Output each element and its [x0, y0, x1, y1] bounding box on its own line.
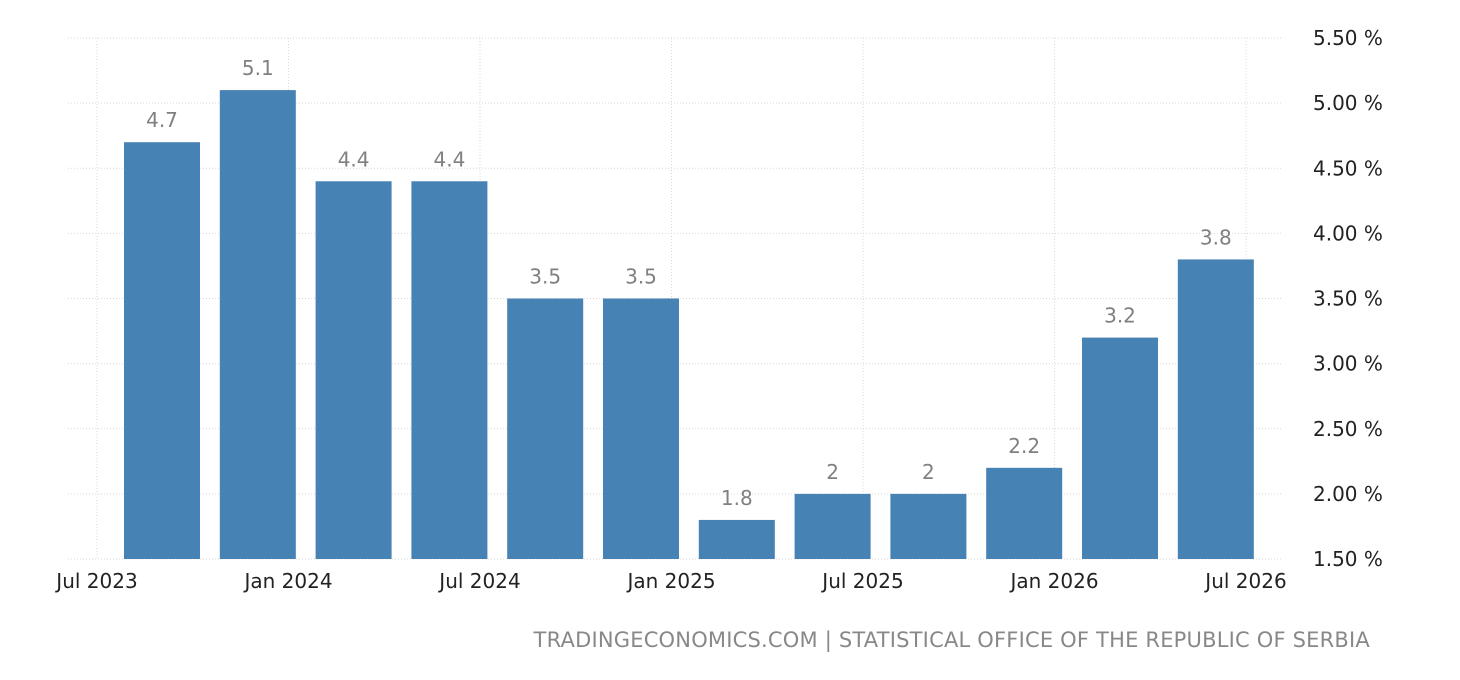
- x-tick-label: Jul 2026: [1203, 569, 1286, 593]
- bar-value-label: 3.5: [625, 265, 657, 289]
- bar: [890, 493, 967, 559]
- bar: [794, 493, 871, 559]
- x-tick-label: Jul 2024: [437, 569, 520, 593]
- x-tick-label: Jul 2025: [820, 569, 903, 593]
- y-axis-ticks: 5.50 % 5.00 % 4.50 % 4.00 % 3.50 % 3.00 % 2.50…: [1313, 26, 1383, 571]
- bar-value-label: 4.4: [433, 147, 465, 171]
- bar-value-label: 4.4: [338, 147, 370, 171]
- bars: [124, 90, 1254, 559]
- bar-value-label: 3.5: [529, 265, 561, 289]
- y-tick-label: 1.50 %: [1313, 547, 1383, 571]
- bar-value-label: 3.8: [1200, 225, 1232, 249]
- y-tick-label: 3.50 %: [1313, 287, 1383, 311]
- bar: [698, 519, 775, 559]
- bar: [1177, 259, 1254, 559]
- bar: [124, 142, 200, 559]
- x-axis-ticks: Jul 2023 Jan 2024 Jul 2024 Jan 2025 Jul 2025…: [54, 569, 1286, 593]
- bar: [315, 181, 392, 559]
- x-tick-label: Jul 2023: [54, 569, 137, 593]
- y-tick-label: 3.00 %: [1313, 352, 1383, 376]
- x-tick-label: Jan 2025: [625, 569, 715, 593]
- bar: [603, 298, 679, 559]
- y-tick-label: 2.00 %: [1313, 482, 1383, 506]
- bar: [507, 298, 584, 559]
- bar-value-labels: 4.7 5.1 4.4 4.4 3.5 3.5 1.8 2 2 2.2 3.2 3.8: [146, 56, 1232, 510]
- x-tick-label: Jan 2026: [1008, 569, 1098, 593]
- bar-value-label: 1.8: [721, 486, 753, 510]
- bar: [986, 467, 1063, 559]
- bar: [219, 90, 296, 559]
- bar: [411, 181, 488, 559]
- y-tick-label: 4.50 %: [1313, 156, 1383, 180]
- y-tick-label: 2.50 %: [1313, 417, 1383, 441]
- bar-value-label: 4.7: [146, 108, 178, 132]
- x-tick-label: Jan 2024: [242, 569, 332, 593]
- y-tick-label: 4.00 %: [1313, 221, 1383, 245]
- bar-value-label: 2: [922, 460, 935, 484]
- bar-value-label: 3.2: [1104, 304, 1136, 328]
- y-tick-label: 5.00 %: [1313, 91, 1383, 115]
- bar-value-label: 2.2: [1008, 434, 1040, 458]
- bar: [1082, 337, 1158, 559]
- y-tick-label: 5.50 %: [1313, 26, 1383, 50]
- bar-value-label: 5.1: [242, 56, 274, 80]
- source-attribution: TRADINGECONOMICS.COM | STATISTICAL OFFIC…: [533, 628, 1370, 652]
- bar-value-label: 2: [826, 460, 839, 484]
